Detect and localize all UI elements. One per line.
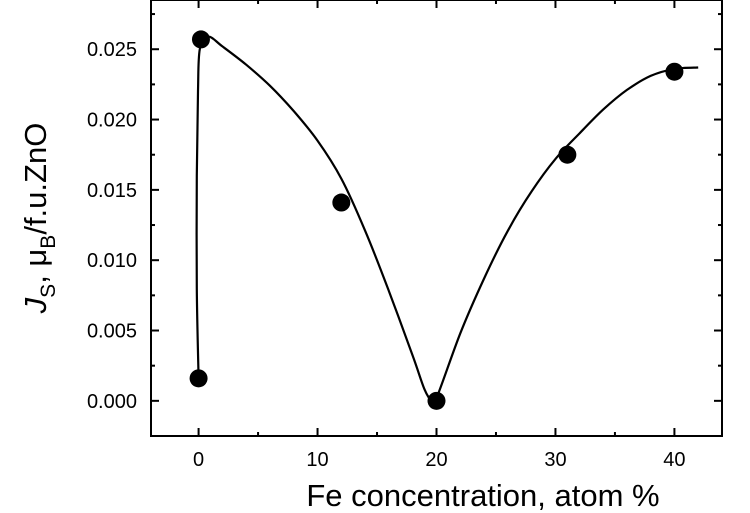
- data-markers: [189, 30, 684, 410]
- y-tick-label: 0.020: [87, 110, 137, 132]
- y-tick-label: 0.005: [87, 321, 137, 343]
- data-point: [427, 391, 446, 410]
- x-tick-label: 30: [544, 449, 566, 471]
- data-point: [191, 30, 210, 49]
- y-axis-title-sep: ,: [18, 267, 53, 284]
- y-axis-title-main-sub: S: [37, 284, 60, 298]
- y-axis-title-rest: /f.u.ZnO: [18, 123, 53, 235]
- x-tick-label: 40: [663, 449, 685, 471]
- y-tick-label: 0.010: [87, 250, 137, 272]
- plot-frame: [150, 0, 723, 437]
- y-axis-title-unit: μ: [18, 249, 53, 267]
- data-point: [558, 145, 577, 164]
- y-tick-label: 0.025: [87, 39, 137, 61]
- fit-curve-line: [195, 35, 699, 406]
- data-point: [665, 62, 684, 81]
- data-point: [189, 369, 208, 388]
- y-axis-title: JS, μB/f.u.ZnO: [18, 123, 60, 315]
- y-axis-title-main: J: [18, 297, 53, 314]
- x-tick-label: 20: [425, 449, 447, 471]
- tick-group: [151, 0, 722, 437]
- data-point: [332, 193, 351, 212]
- y-tick-label: 0.015: [87, 180, 137, 202]
- y-axis-title-unit-sub: B: [37, 235, 60, 249]
- x-tick-label: 10: [306, 449, 328, 471]
- x-axis-title: Fe concentration, atom %: [306, 478, 659, 513]
- tick-label-group: 0 10 20 30 40 0.000 0.005 0.010 0.015 0.020 0.025: [87, 39, 686, 471]
- y-tick-label: 0.000: [87, 391, 137, 413]
- x-tick-label: 0: [193, 449, 204, 471]
